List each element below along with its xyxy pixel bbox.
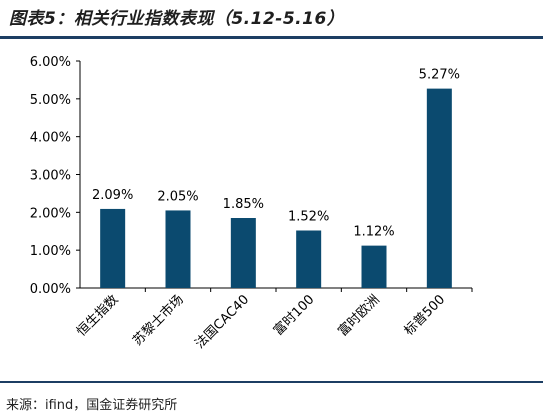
data-label: 1.52% bbox=[288, 209, 329, 224]
y-tick-label: 5.00% bbox=[30, 93, 71, 108]
top-rule bbox=[0, 36, 543, 39]
bar bbox=[100, 208, 126, 288]
y-tick-label: 6.00% bbox=[30, 55, 71, 70]
chart-title: 图表5：相关行业指数表现（5.12-5.16） bbox=[9, 9, 345, 29]
category-label: 富时100 bbox=[270, 292, 317, 339]
y-tick-label: 1.00% bbox=[30, 244, 71, 259]
category-label: 标普500 bbox=[402, 292, 449, 339]
category-labels: 恒生指数 苏黎士市场 法国CAC40 富时100 富时欧洲 标普500 bbox=[74, 292, 448, 352]
category-label: 法国CAC40 bbox=[192, 292, 252, 352]
data-label: 1.12% bbox=[353, 225, 394, 240]
y-axis: 0.00% 1.00% 2.00% 3.00% 4.00% 5.00% 6.00% bbox=[30, 55, 81, 297]
data-label: 2.09% bbox=[92, 188, 133, 203]
bar bbox=[426, 88, 452, 288]
x-axis bbox=[80, 287, 473, 292]
data-label: 1.85% bbox=[223, 197, 264, 212]
bar-series bbox=[100, 88, 452, 288]
bar bbox=[296, 230, 322, 288]
bottom-rule bbox=[0, 381, 543, 383]
source-note: 来源：ifind，国金证券研究所 bbox=[6, 398, 178, 413]
y-tick-label: 4.00% bbox=[30, 131, 71, 146]
bar bbox=[361, 245, 387, 288]
data-label: 2.05% bbox=[157, 189, 198, 204]
y-tick-label: 0.00% bbox=[30, 282, 71, 297]
category-label: 富时欧洲 bbox=[335, 292, 383, 340]
bar bbox=[230, 218, 256, 288]
data-labels: 2.09% 2.05% 1.85% 1.52% 1.12% 5.27% bbox=[92, 68, 460, 240]
y-tick-label: 3.00% bbox=[30, 169, 71, 184]
y-tick-label: 2.00% bbox=[30, 206, 71, 221]
data-label: 5.27% bbox=[419, 68, 460, 83]
category-label: 恒生指数 bbox=[74, 292, 121, 339]
category-label: 苏黎士市场 bbox=[130, 292, 187, 349]
bar-chart: 0.00% 1.00% 2.00% 3.00% 4.00% 5.00% 6.00% 2.09… bbox=[30, 55, 473, 352]
bar bbox=[165, 210, 191, 288]
